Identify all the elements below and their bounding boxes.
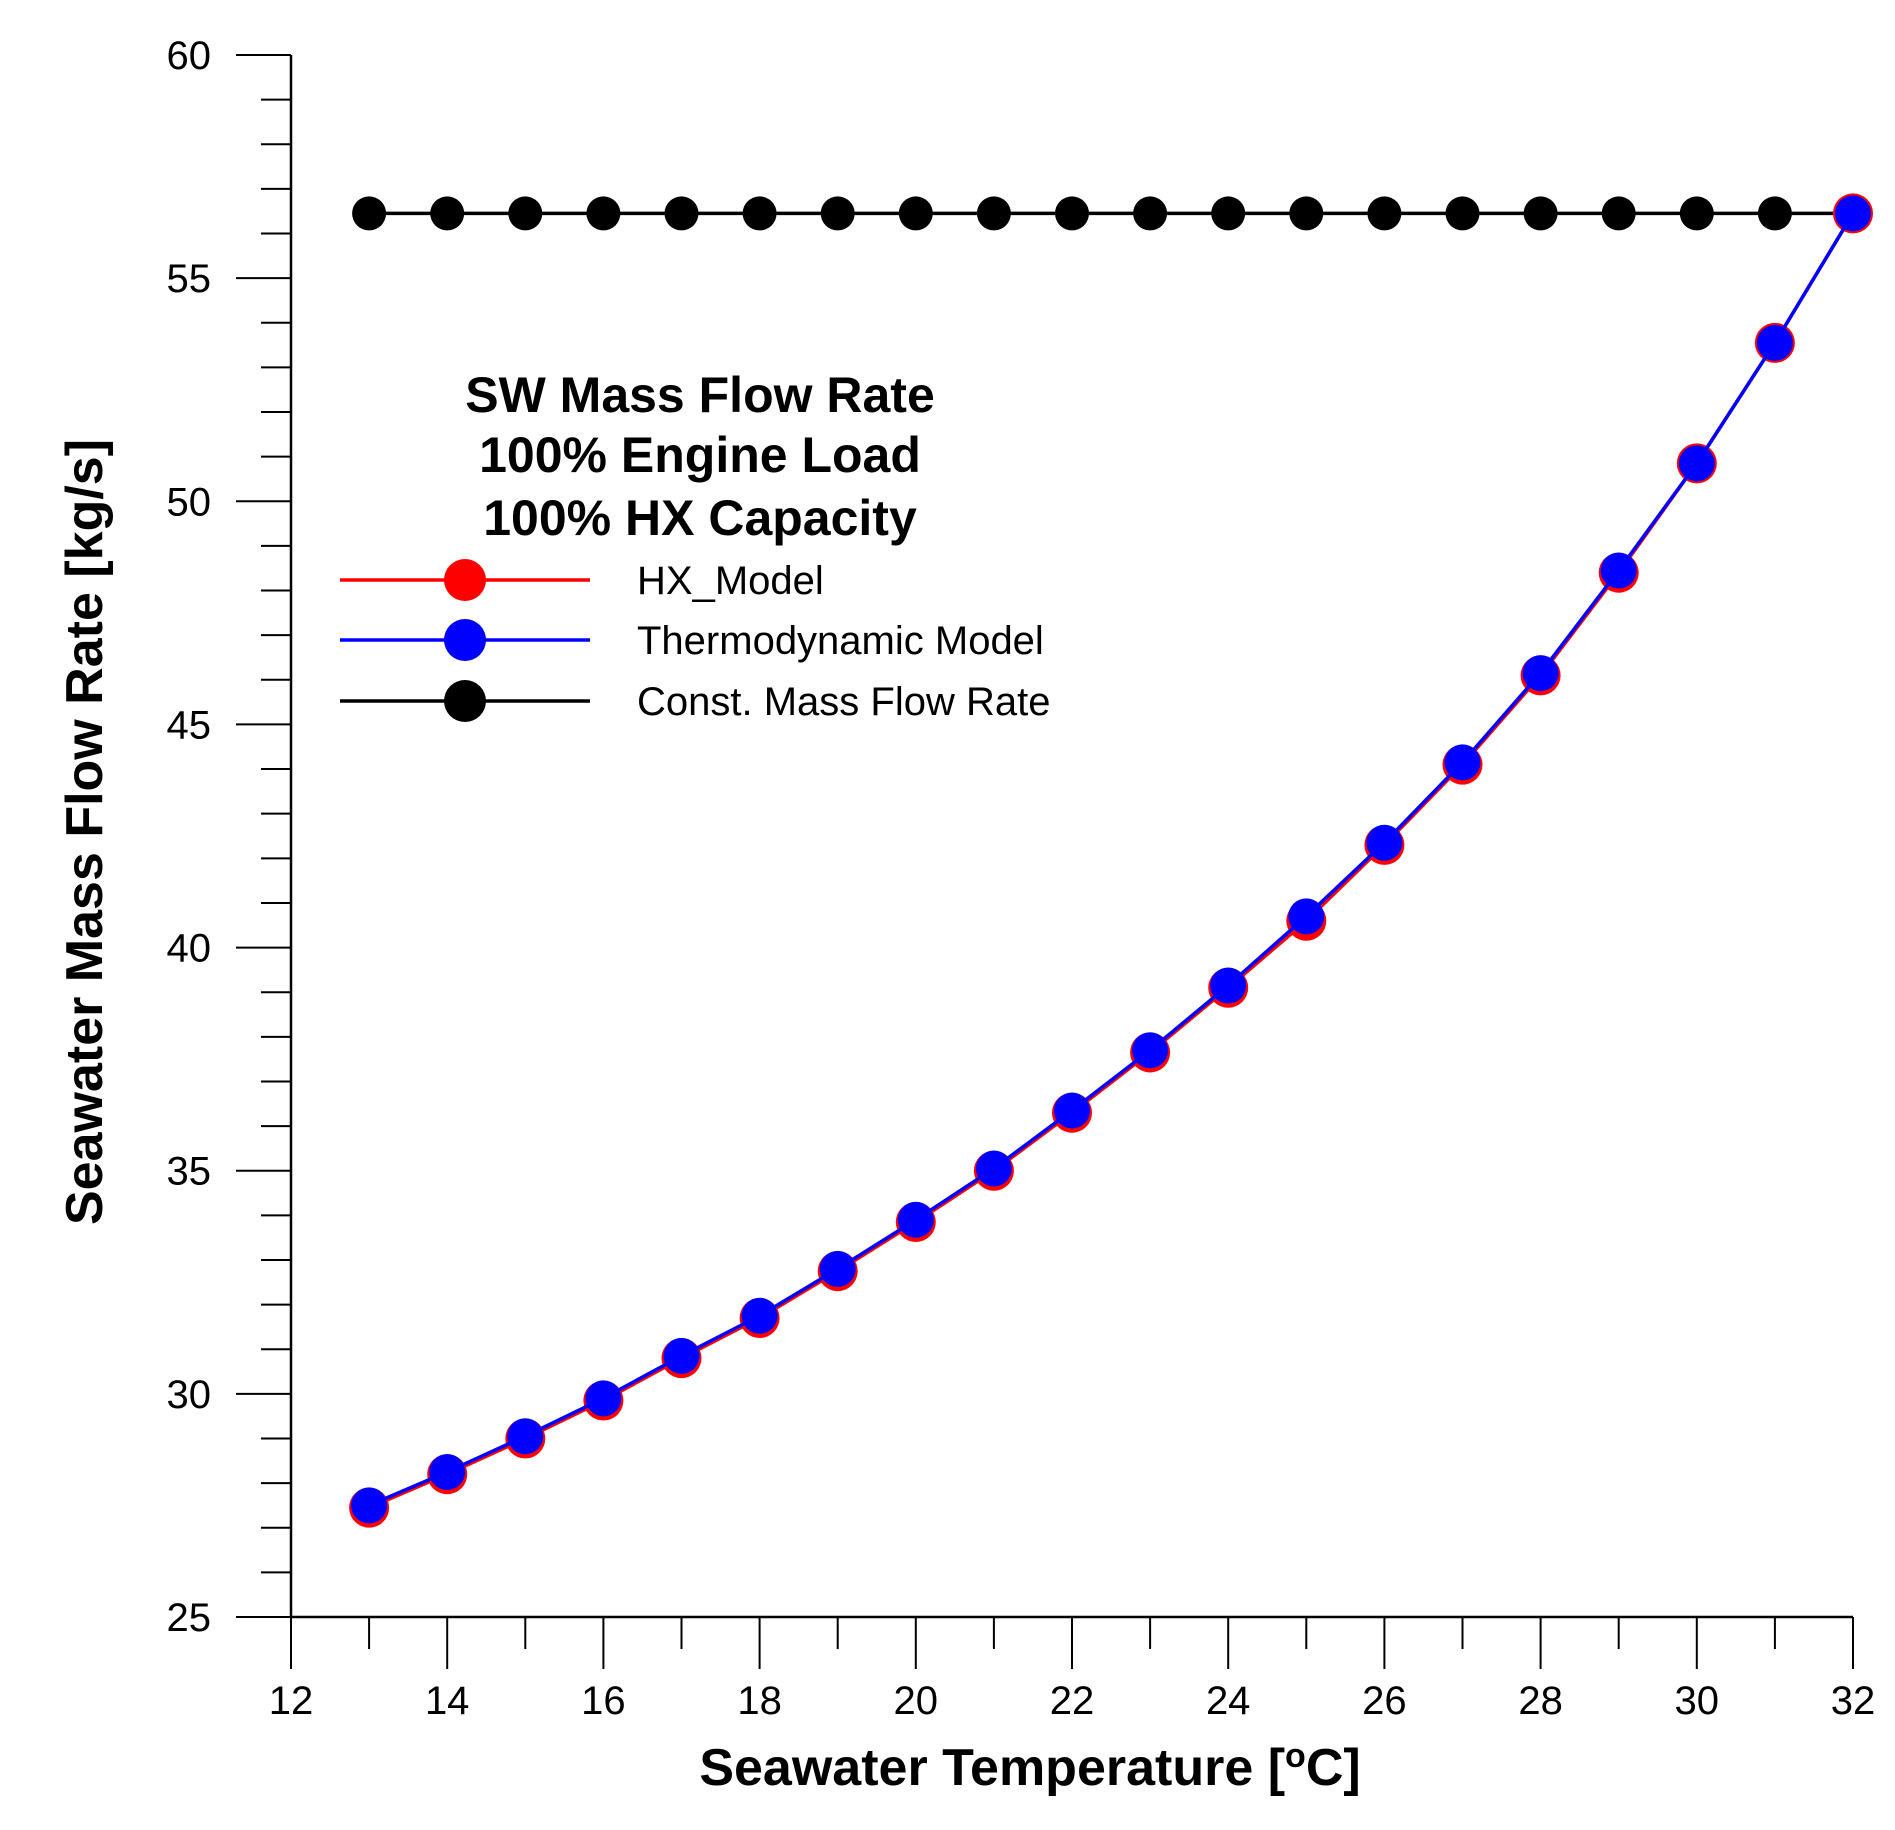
- data-point: [351, 1487, 388, 1524]
- series-const-mass-flow-rate: [352, 196, 1870, 231]
- data-point: [741, 1297, 778, 1334]
- legend-label: Thermodynamic Model: [637, 619, 1044, 663]
- data-point: [1367, 196, 1402, 231]
- x-tick-label: 28: [1518, 1679, 1563, 1723]
- data-point: [1288, 898, 1325, 935]
- x-axis-title-main: Seawater Temperature [: [699, 1739, 1285, 1797]
- x-axis-title-tail: C]: [1306, 1739, 1361, 1797]
- data-point: [507, 1418, 544, 1455]
- x-tick-label: 16: [581, 1679, 626, 1723]
- legend: SW Mass Flow Rate 100% Engine Load 100% …: [340, 367, 1050, 724]
- data-point: [1054, 1092, 1090, 1129]
- x-axis-title-superscript: o: [1285, 1737, 1306, 1775]
- y-tick-label: 55: [167, 257, 212, 301]
- y-tick-label: 35: [167, 1150, 212, 1194]
- legend-entry: Const. Mass Flow Rate: [340, 680, 1050, 724]
- y-tick-label: 50: [167, 480, 212, 524]
- x-tick-label: 12: [269, 1679, 314, 1723]
- series-layer: [349, 193, 1873, 1528]
- x-tick-label: 32: [1831, 1679, 1876, 1723]
- y-axis-title: Seawater Mass Flow Rate [kg/s]: [56, 439, 114, 1225]
- data-point: [1756, 324, 1793, 361]
- data-point: [898, 196, 933, 231]
- data-point: [1601, 196, 1636, 231]
- data-point: [586, 196, 621, 231]
- legend-label: Const. Mass Flow Rate: [637, 680, 1050, 724]
- legend-marker: [444, 559, 486, 601]
- data-point: [1522, 655, 1559, 692]
- data-point: [742, 196, 777, 231]
- data-point: [1679, 196, 1714, 231]
- legend-label: HX_Model: [637, 559, 824, 603]
- y-tick-label: 45: [167, 703, 212, 747]
- x-tick-label: 14: [425, 1679, 470, 1723]
- x-tick-label: 20: [894, 1679, 939, 1723]
- y-tick-label: 40: [167, 927, 212, 971]
- chart-title-line-1: SW Mass Flow Rate: [465, 367, 935, 423]
- chart-title-line-2: 100% Engine Load: [479, 427, 921, 483]
- data-point: [1055, 196, 1089, 231]
- x-tick-label: 30: [1675, 1679, 1720, 1723]
- legend-marker: [444, 680, 486, 722]
- data-point: [976, 196, 1011, 231]
- legend-entries: HX_Model Thermodynamic Model Const. Mass F…: [340, 559, 1050, 724]
- x-tick-label: 24: [1206, 1679, 1251, 1723]
- data-point: [429, 1453, 466, 1490]
- series-thermodynamic-model: [351, 195, 1871, 1524]
- data-point: [352, 196, 387, 231]
- data-point: [508, 196, 543, 231]
- y-tick-label: 30: [167, 1373, 212, 1417]
- data-point: [585, 1380, 622, 1417]
- data-point: [1600, 552, 1637, 589]
- data-point: [1210, 967, 1247, 1004]
- data-point: [1523, 196, 1558, 231]
- data-point: [1366, 824, 1403, 861]
- axes: 25 30 35 40 45 50 55 60 12 14 16 18 20 22 24 26 28 30 32: [167, 34, 1876, 1723]
- data-point: [663, 1337, 700, 1374]
- y-tick-label: 60: [167, 34, 212, 78]
- data-point: [1757, 196, 1792, 231]
- data-point: [1444, 744, 1481, 781]
- data-point: [430, 196, 465, 231]
- data-point: [1835, 195, 1871, 232]
- legend-marker: [444, 619, 486, 661]
- x-tick-label: 18: [737, 1679, 782, 1723]
- data-point: [1678, 445, 1715, 482]
- data-point: [1211, 196, 1246, 231]
- data-point: [664, 196, 699, 231]
- data-point: [819, 1250, 856, 1287]
- data-point: [1445, 196, 1480, 231]
- x-tick-label: 22: [1050, 1679, 1095, 1723]
- data-point: [820, 196, 855, 231]
- legend-entry: HX_Model: [340, 559, 824, 603]
- x-axis-title: Seawater Temperature [oC]: [699, 1737, 1360, 1797]
- data-point: [897, 1201, 934, 1238]
- data-point: [1133, 196, 1168, 231]
- data-point: [975, 1150, 1012, 1187]
- data-point: [1132, 1032, 1169, 1069]
- chart-title-line-3: 100% HX Capacity: [483, 490, 917, 546]
- data-point: [1289, 196, 1324, 231]
- x-tick-label: 26: [1362, 1679, 1407, 1723]
- y-tick-label: 25: [167, 1596, 212, 1640]
- legend-entry: Thermodynamic Model: [340, 619, 1044, 663]
